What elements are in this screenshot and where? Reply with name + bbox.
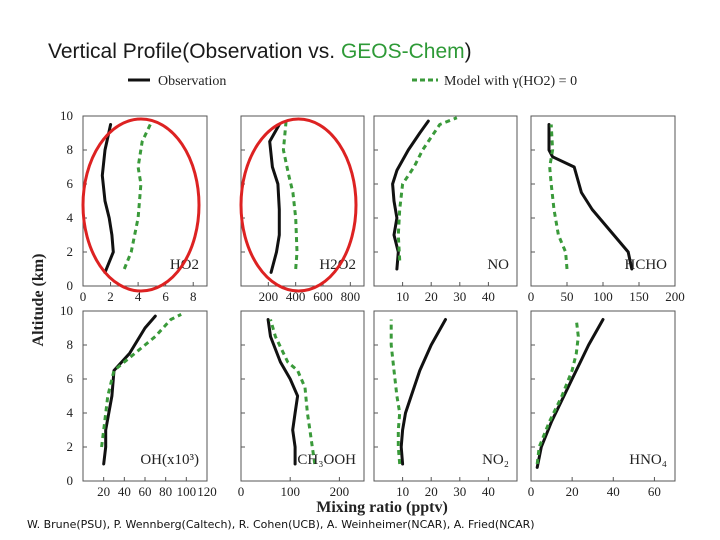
- x-tick-label: 0: [528, 484, 535, 499]
- model-line-hcho: [548, 124, 569, 270]
- x-tick-label: 100: [280, 484, 300, 499]
- panel-no2: 10 20 30 40 NO₂: [373, 310, 518, 499]
- legend: Observation Model with γ(HO2) = 0: [128, 74, 577, 89]
- x-tick-label: 20: [97, 484, 110, 499]
- species-label-h2o2: H2O2: [319, 257, 356, 273]
- legend-model-label: Model with γ(HO2) = 0: [444, 74, 577, 89]
- y-tick-label: 6: [67, 176, 74, 191]
- x-tick-label: 40: [482, 484, 495, 499]
- panel-h2o2: 200 400 600 800 H2O2: [239, 115, 365, 304]
- observation-line-no2: [399, 318, 447, 466]
- x-tick-label: 8: [190, 289, 197, 304]
- observation-line-h2o2: [268, 123, 281, 274]
- x-tick-label: 20: [425, 289, 438, 304]
- x-tick-label: 20: [425, 484, 438, 499]
- x-tick-label: 200: [259, 289, 279, 304]
- model-line-ho2: [122, 120, 154, 270]
- x-tick-label: 0: [528, 289, 535, 304]
- panel-ho2: 0 2 4 6 8 0 2 4 6 8 10 HO2: [60, 108, 208, 304]
- observation-line-ho2: [100, 123, 115, 274]
- highlight-circle-ho2: [81, 117, 201, 293]
- x-tick-label: 100: [593, 289, 613, 304]
- title-prefix: Vertical Profile(Observation vs.: [48, 40, 341, 63]
- x-tick-label: 60: [139, 484, 152, 499]
- x-tick-label: 6: [162, 289, 169, 304]
- y-tick-label: 10: [60, 303, 73, 318]
- species-label-hno4: HNO₄: [629, 452, 667, 468]
- x-tick-label: 120: [197, 484, 217, 499]
- x-tick-label: 150: [629, 289, 649, 304]
- species-label-no2: NO₂: [482, 452, 509, 468]
- x-tick-label: 40: [118, 484, 131, 499]
- panel-oh: 20 40 60 80 100 120 0 2 4 6 8 10 OH(x10³): [60, 303, 217, 499]
- x-tick-label: 40: [607, 484, 620, 499]
- model-line-ch3ooh: [269, 319, 317, 465]
- panel-frame: [240, 310, 365, 482]
- y-tick-label: 6: [67, 371, 74, 386]
- x-tick-label: 10: [396, 484, 409, 499]
- observation-line-hno4: [535, 318, 605, 469]
- x-axis-label: Mixing ratio (pptv): [316, 499, 448, 516]
- credits: W. Brune(PSU), P. Wennberg(Caltech), R. …: [27, 518, 535, 531]
- x-tick-label: 200: [665, 289, 685, 304]
- x-tick-label: 2: [107, 289, 114, 304]
- legend-observation-label: Observation: [158, 74, 226, 89]
- observation-line-no: [391, 119, 430, 271]
- y-tick-label: 4: [67, 405, 74, 420]
- highlight-circle-h2o2: [239, 117, 358, 293]
- x-tick-label: 30: [453, 484, 466, 499]
- observation-line-oh: [102, 314, 157, 466]
- y-tick-label: 2: [67, 244, 74, 259]
- panel-hcho: 0 50 100 150 200 HCHO: [528, 115, 685, 304]
- x-tick-label: 60: [648, 484, 661, 499]
- x-tick-label: 80: [159, 484, 172, 499]
- y-tick-label: 0: [67, 473, 74, 488]
- x-tick-label: 600: [313, 289, 333, 304]
- species-label-ch3ooh: CH₃OOH: [297, 452, 356, 468]
- title-highlight: GEOS-Chem: [340, 40, 465, 63]
- y-tick-label: 10: [60, 108, 73, 123]
- observation-line-ch3ooh: [266, 318, 300, 466]
- x-tick-label: 0: [238, 484, 245, 499]
- x-tick-label: 0: [80, 289, 87, 304]
- model-line-no: [396, 116, 458, 261]
- model-line-oh: [100, 313, 182, 448]
- x-tick-label: 30: [453, 289, 466, 304]
- model-line-no2: [389, 319, 402, 465]
- title-suffix: ): [464, 40, 472, 63]
- panel-frame: [373, 115, 518, 287]
- slide-title: Vertical Profile(Observation vs. GEOS-Ch…: [48, 40, 708, 64]
- model-line-h2o2: [281, 120, 299, 270]
- model-line-hno4: [535, 319, 580, 465]
- y-tick-label: 2: [67, 439, 74, 454]
- y-tick-label: 8: [67, 337, 74, 352]
- panel-ch3ooh: 0 100 200 CH₃OOH: [238, 310, 365, 499]
- species-label-hcho: HCHO: [624, 257, 667, 273]
- observation-line-hcho: [547, 123, 634, 271]
- y-axis-label: Altitude (km): [30, 254, 47, 347]
- x-tick-label: 800: [341, 289, 361, 304]
- species-label-oh: OH(x10³): [140, 452, 199, 468]
- x-tick-label: 200: [330, 484, 350, 499]
- y-tick-label: 4: [67, 210, 74, 225]
- panel-frame: [530, 310, 676, 482]
- panel-hno4: 0 20 40 60 HNO₄: [528, 310, 676, 499]
- x-tick-label: 100: [177, 484, 197, 499]
- y-tick-label: 8: [67, 142, 74, 157]
- x-tick-label: 4: [135, 289, 142, 304]
- species-label-ho2: HO2: [170, 257, 199, 273]
- x-tick-label: 10: [396, 289, 409, 304]
- x-tick-label: 40: [482, 289, 495, 304]
- panel-no: 10 20 30 40 NO: [373, 115, 518, 304]
- x-tick-label: 20: [566, 484, 579, 499]
- species-label-no: NO: [487, 257, 509, 273]
- x-tick-label: 400: [286, 289, 306, 304]
- y-tick-label: 0: [67, 278, 74, 293]
- x-tick-label: 50: [561, 289, 574, 304]
- panel-frame: [373, 310, 518, 482]
